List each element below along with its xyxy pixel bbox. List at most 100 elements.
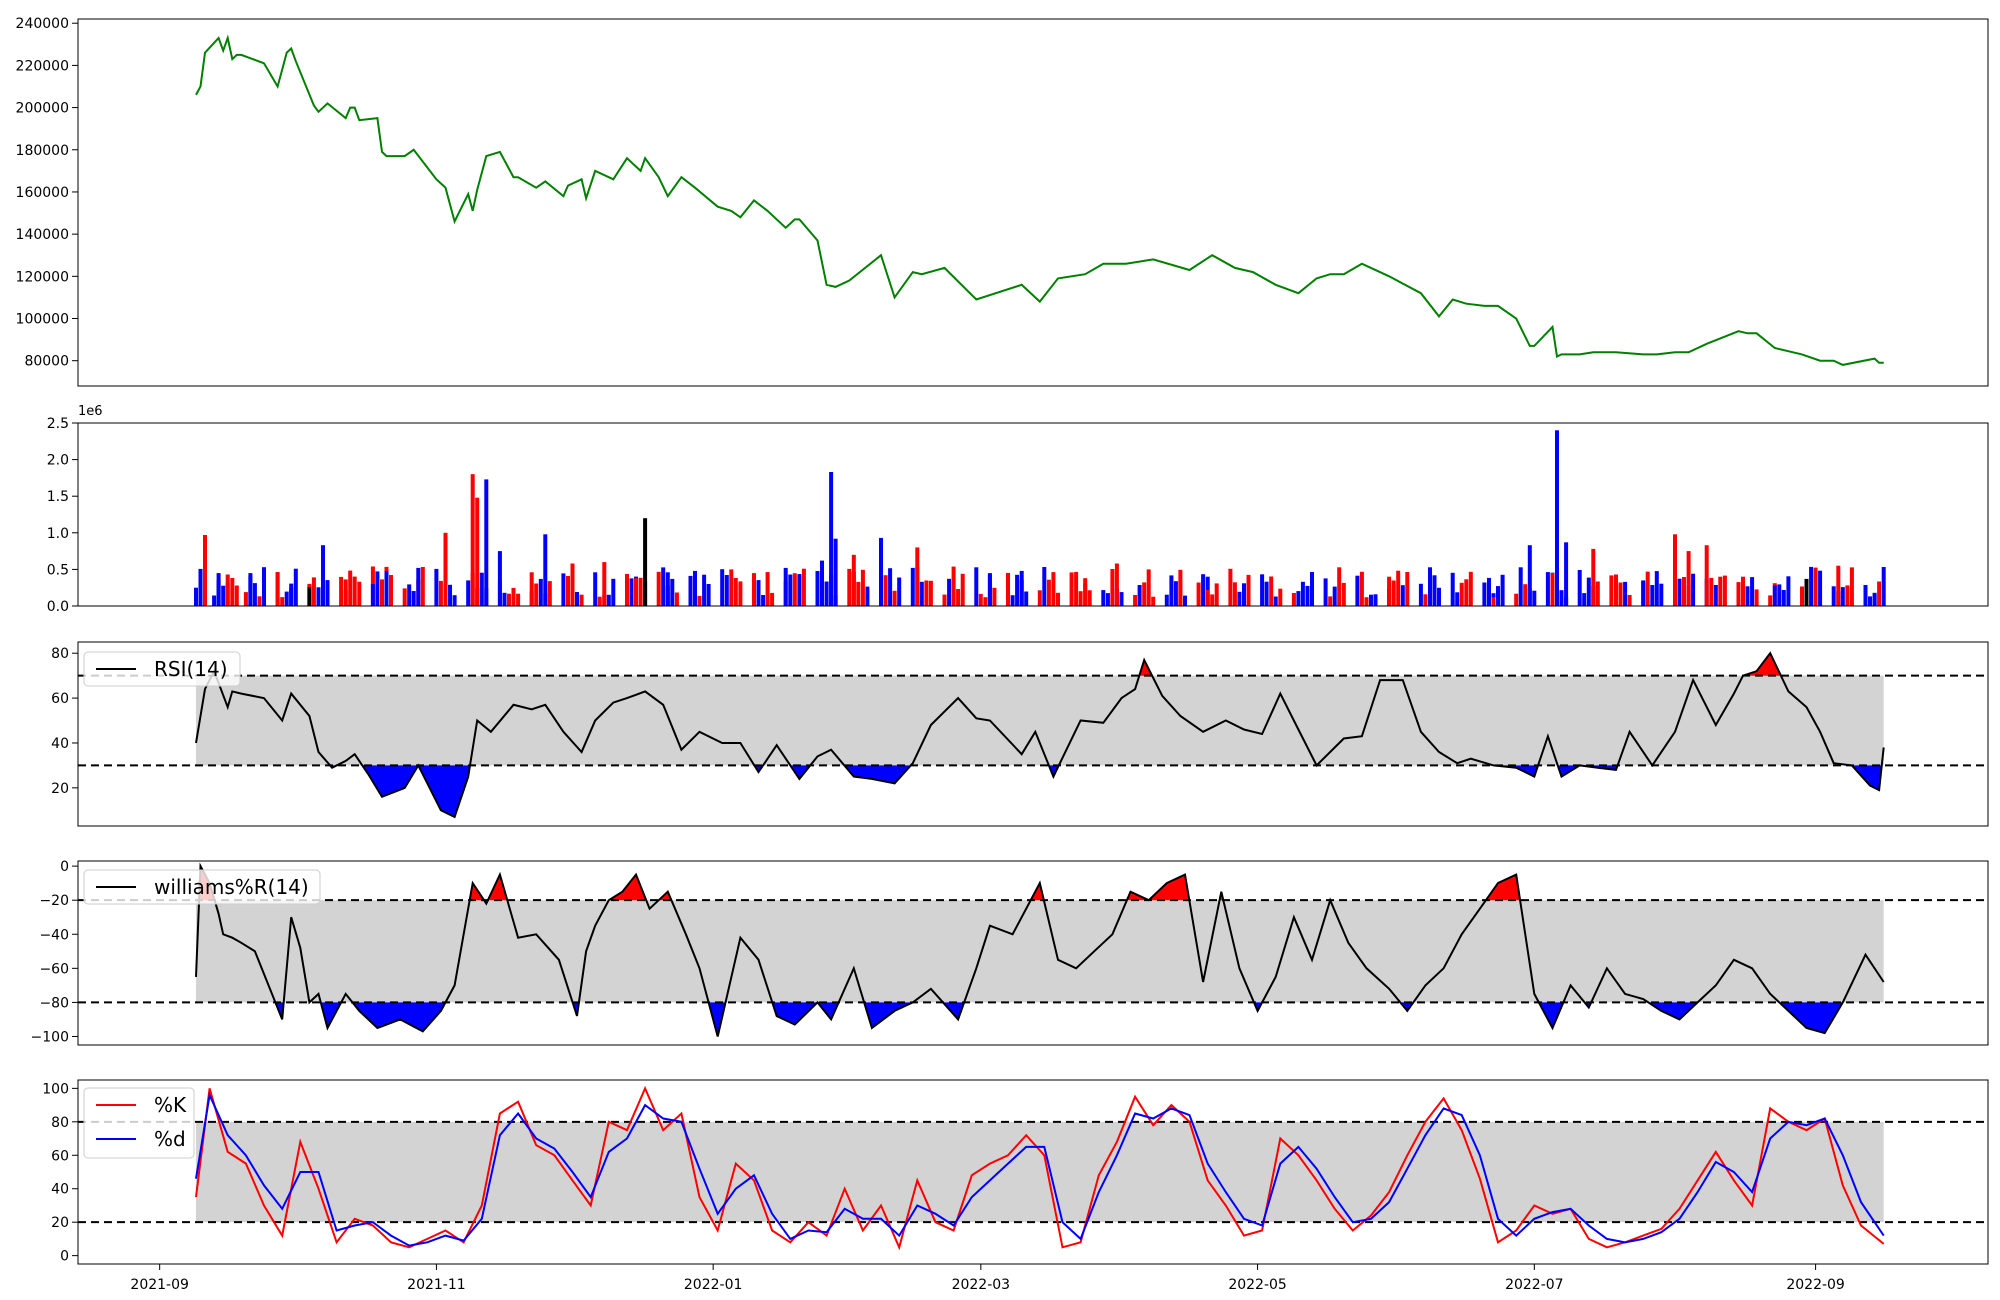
- volume-bar: [566, 576, 570, 606]
- volume-bar: [788, 574, 793, 606]
- williams-overbought-fill: [487, 874, 508, 901]
- rsi-oversold-fill: [362, 765, 419, 797]
- date-tick-label: 2022-03: [952, 1277, 1011, 1293]
- volume-bar: [1877, 581, 1882, 606]
- volume-bar: [1214, 583, 1219, 606]
- volume-bar: [284, 591, 289, 606]
- volume-bar: [1019, 570, 1024, 606]
- williams-oversold-fill: [1648, 1002, 1698, 1020]
- volume-bar: [1074, 571, 1079, 606]
- volume-bar: [1831, 586, 1836, 606]
- rsi-y-tick-label: 40: [51, 736, 69, 752]
- volume-bar: [1269, 576, 1274, 606]
- volume-bar: [1364, 597, 1369, 606]
- volume-bar: [1609, 575, 1614, 606]
- volume-bar: [1750, 577, 1755, 606]
- volume-bar: [1010, 595, 1015, 606]
- volume-bar: [357, 581, 362, 606]
- volume-bar: [1337, 567, 1342, 606]
- volume-bar: [983, 597, 988, 606]
- volume-y-tick-label: 0.5: [47, 562, 69, 578]
- price-y-tick-label: 220000: [16, 58, 69, 74]
- williams-line-0: [195, 862, 1885, 1037]
- price-y-tick-label: 200000: [16, 101, 69, 117]
- volume-bar: [674, 592, 679, 606]
- volume-bar: [348, 570, 353, 606]
- volume-bar: [910, 567, 915, 606]
- williams-oversold-fill: [352, 1002, 446, 1032]
- rsi-y-tick-label: 20: [51, 781, 69, 797]
- volume-bar: [1205, 589, 1210, 606]
- volume-bar: [402, 588, 407, 606]
- volume-bar: [1686, 551, 1691, 606]
- volume-bar: [947, 578, 952, 606]
- volume-bar: [1555, 430, 1559, 606]
- volume-bar: [561, 573, 566, 606]
- volume-bar: [1359, 571, 1364, 606]
- williams-y-tick-label: −40: [39, 927, 69, 943]
- volume-bar: [248, 573, 253, 606]
- volume-bar: [443, 532, 448, 606]
- stochastic-legend: %K %d: [83, 1087, 195, 1159]
- volume-bar: [974, 567, 979, 606]
- stochastic-band: [195, 1121, 1884, 1223]
- volume-y-tick-label: 1.5: [47, 489, 69, 505]
- volume-bar: [1296, 591, 1301, 606]
- volume-bar: [661, 567, 666, 606]
- williams-oversold-fill: [708, 1002, 726, 1037]
- volume-bar: [1682, 577, 1686, 606]
- williams-y-tick-label: −80: [39, 995, 69, 1011]
- stochastic-frame: [77, 1079, 1989, 1265]
- volume-bar: [262, 567, 266, 606]
- rsi-oversold-fill: [790, 765, 811, 779]
- volume-bar: [1595, 581, 1600, 606]
- volume-bar: [1278, 588, 1283, 606]
- volume-bar: [924, 580, 929, 606]
- volume-bar: [1246, 574, 1251, 606]
- williams-oversold-fill: [1400, 1002, 1414, 1011]
- volume-bar: [1056, 592, 1060, 606]
- volume-bar: [466, 580, 471, 606]
- volume-bar: [1173, 581, 1178, 606]
- price-y-tick-label: 240000: [16, 16, 69, 32]
- volume-bar: [570, 563, 575, 606]
- volume-bar: [602, 562, 607, 606]
- stochastic-panel: 0 20 40 60 80 100: [42, 1079, 1989, 1265]
- date-tick-label: 2021-09: [130, 1277, 189, 1293]
- volume-bar: [1804, 578, 1809, 606]
- volume-bar: [942, 594, 947, 606]
- volume-bar: [1169, 575, 1174, 606]
- volume-bar: [597, 596, 602, 606]
- volume-bar: [1527, 545, 1532, 606]
- volume-bar: [1713, 585, 1718, 606]
- stochastic-y-tick-label: 0: [60, 1249, 69, 1265]
- volume-bar: [1101, 590, 1106, 606]
- volume-bar: [529, 572, 534, 606]
- volume-bar: [1069, 572, 1074, 606]
- volume-bar: [389, 575, 393, 606]
- volume-bar: [693, 570, 697, 606]
- volume-bar: [1500, 574, 1505, 606]
- volume-bar: [1800, 586, 1804, 606]
- volume-bar: [470, 474, 475, 606]
- volume-bar: [380, 579, 384, 606]
- rsi-oversold-fill: [418, 765, 470, 817]
- rsi-panel: 20 40 60 80: [51, 641, 1989, 827]
- price-y-tick-label: 140000: [16, 227, 69, 243]
- williams-overbought-fill: [608, 874, 647, 901]
- volume-bar: [1650, 585, 1655, 606]
- rsi-legend-label: RSI(14): [154, 657, 228, 681]
- volume-bar: [1786, 576, 1791, 606]
- volume-bar: [1518, 567, 1523, 606]
- volume-bar: [629, 578, 634, 606]
- volume-bar: [1051, 572, 1056, 606]
- price-y-tick-label: 100000: [16, 312, 69, 328]
- williams-overbought-fill: [1148, 874, 1190, 901]
- volume-bar: [1310, 572, 1314, 606]
- volume-bar: [702, 574, 707, 606]
- volume-bar: [1142, 582, 1147, 606]
- volume-bar: [538, 578, 543, 606]
- volume-bar: [307, 587, 312, 606]
- volume-bar: [829, 472, 834, 606]
